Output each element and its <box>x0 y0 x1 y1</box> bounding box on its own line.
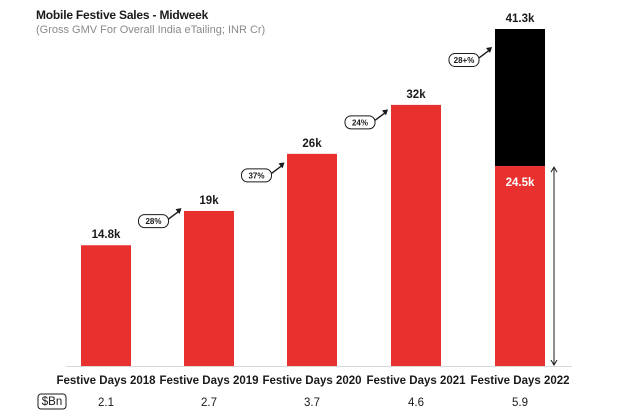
x-tick-label: Festive Days 2020 <box>262 375 361 387</box>
bar-2022-base <box>495 166 545 366</box>
growth-indicator: 24% <box>344 109 388 130</box>
growth-bubble <box>138 214 169 229</box>
growth-bubble <box>344 115 376 130</box>
bars-layer <box>81 29 558 366</box>
bar <box>184 210 234 366</box>
bar-2022-increment <box>495 29 545 167</box>
growth-layer: 28% 37% 24% 28+% <box>138 46 492 229</box>
bn-value: 5.9 <box>512 397 528 409</box>
bar-value-label: 14.8k <box>92 229 121 241</box>
growth-bubble <box>448 52 480 67</box>
growth-indicator: 28% <box>138 208 182 229</box>
labels-layer: 14.8k 19k 26k 32k 24.5k 41.3k <box>92 13 535 241</box>
chart-title: Mobile Festive Sales - Midweek <box>36 8 209 22</box>
bn-tag-label: $Bn <box>42 396 62 408</box>
x-tick-label: Festive Days 2022 <box>470 375 569 387</box>
axis-layer: Festive Days 2018 2.1 Festive Days 2019 2.7… <box>37 366 572 410</box>
bar <box>287 153 337 366</box>
growth-indicator: 37% <box>241 162 285 183</box>
chart-subtitle: (Gross GMV For Overall India eTailing; I… <box>36 24 266 36</box>
bar-value-label: 32k <box>406 89 426 101</box>
bar-value-label: 19k <box>199 195 219 207</box>
x-tick-label: Festive Days 2021 <box>366 375 466 387</box>
growth-bubble <box>241 168 272 183</box>
bar <box>81 245 131 366</box>
bn-value: 2.1 <box>98 397 114 409</box>
growth-arrow-head <box>382 109 388 116</box>
x-tick-label: Festive Days 2018 <box>56 375 156 387</box>
growth-arrow-head <box>278 162 285 169</box>
bn-value: 4.6 <box>408 397 424 409</box>
bar-inner-label: 24.5k <box>506 177 535 189</box>
bar-value-label: 26k <box>302 138 322 150</box>
bn-tag-box <box>37 393 67 410</box>
growth-label: 28+% <box>454 56 475 65</box>
growth-label: 28% <box>145 217 161 226</box>
growth-label: 24% <box>352 118 368 127</box>
bar-value-label: 41.3k <box>506 13 535 25</box>
growth-arrow-head <box>486 46 492 53</box>
bar <box>391 104 441 366</box>
bn-value: 2.7 <box>201 397 217 409</box>
bn-value: 3.7 <box>304 397 320 409</box>
growth-label: 37% <box>248 171 264 180</box>
growth-indicator: 28+% <box>448 46 492 67</box>
bracket-arrow-down <box>550 359 558 366</box>
bn-tag: $Bn <box>37 393 67 410</box>
x-tick-label: Festive Days 2019 <box>159 375 258 387</box>
growth-arrow-head <box>175 208 182 215</box>
bracket-arrow-up <box>550 166 558 173</box>
